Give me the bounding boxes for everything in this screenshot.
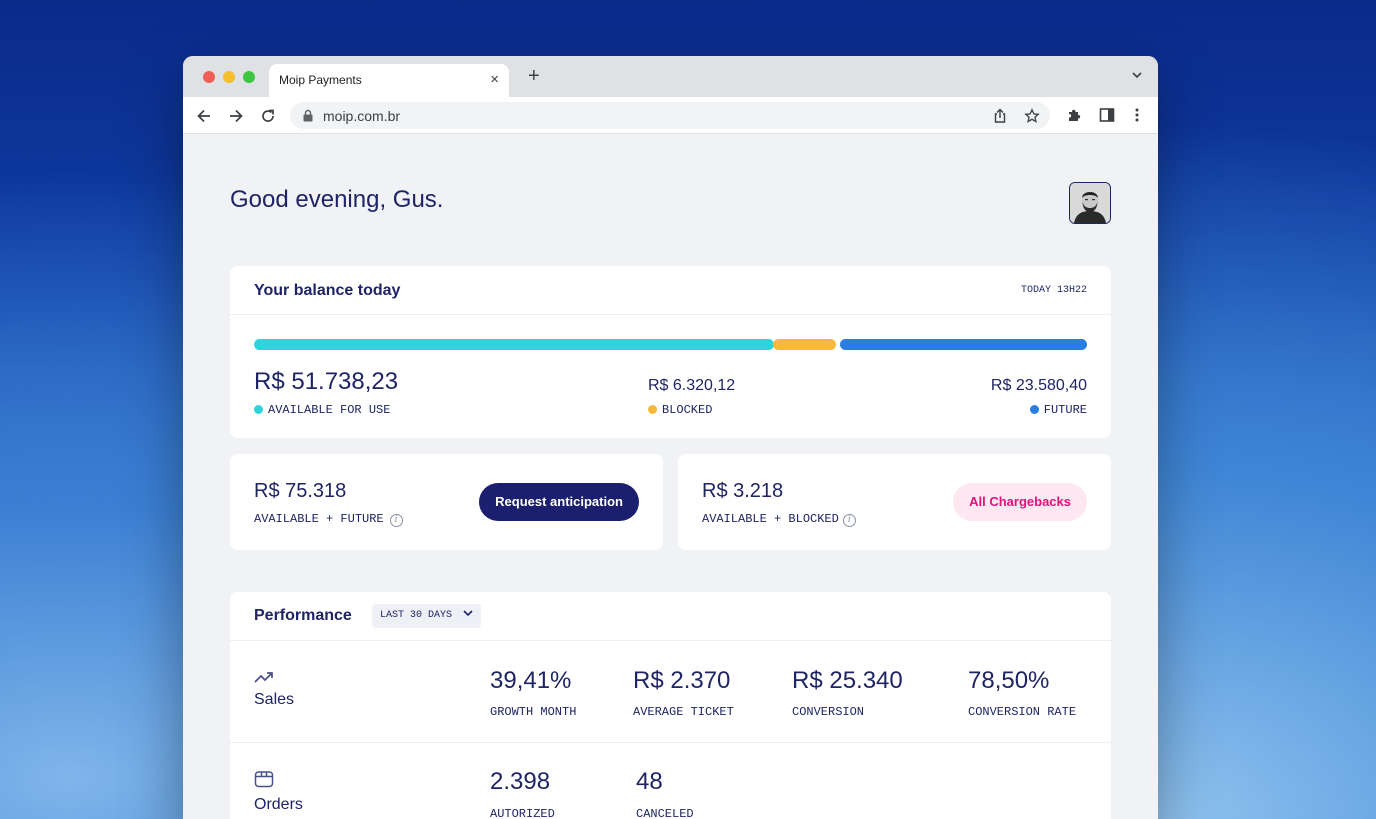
autorized-label: AUTORIZED: [490, 807, 555, 819]
anticipation-label: AVAILABLE + FUTURE: [254, 512, 384, 526]
future-label: FUTURE: [1043, 403, 1087, 417]
tab-title: Moip Payments: [279, 73, 362, 87]
conversion-value: R$ 25.340: [792, 667, 903, 694]
divider: [230, 742, 1111, 743]
more-menu-icon[interactable]: [1129, 107, 1145, 123]
user-avatar[interactable]: [1069, 182, 1111, 224]
info-icon[interactable]: i: [842, 514, 856, 527]
growth-month-value: 39,41%: [490, 667, 572, 694]
maximize-window-button[interactable]: [243, 71, 255, 83]
avatar-photo: [1070, 183, 1110, 223]
canceled-value: 48: [636, 768, 663, 795]
growth-month-label: GROWTH MONTH: [490, 705, 577, 719]
extensions-puzzle-icon[interactable]: [1067, 107, 1083, 123]
anticipation-label-row: AVAILABLE + FUTURE i: [254, 512, 403, 527]
performance-title: Performance: [254, 607, 352, 624]
tab-close-icon[interactable]: ×: [490, 71, 499, 88]
future-dot-icon: [1029, 405, 1039, 414]
forward-arrow-icon[interactable]: [227, 107, 245, 125]
chargebacks-label-row: AVAILABLE + BLOCKED i: [702, 512, 856, 527]
period-dropdown[interactable]: LAST 30 DAYS: [372, 604, 482, 628]
orders-label: Orders: [254, 796, 303, 813]
lock-icon: [303, 109, 313, 122]
blocked-amount: R$ 6.320,12: [648, 377, 736, 394]
page-content: Good evening, Gus. Your balance today TO…: [183, 134, 1158, 819]
future-amount: R$ 23.580,40: [990, 377, 1087, 394]
browser-toolbar: moip.com.br: [183, 97, 1158, 134]
back-arrow-icon[interactable]: [195, 107, 213, 125]
greeting-heading: Good evening, Gus.: [230, 186, 444, 213]
available-legend: AVAILABLE FOR USE: [254, 403, 390, 417]
url-text: moip.com.br: [323, 108, 401, 124]
conversion-rate-label: CONVERSION RATE: [968, 705, 1077, 719]
blocked-legend: BLOCKED: [648, 403, 712, 417]
side-panel-icon[interactable]: [1099, 107, 1115, 123]
new-tab-button[interactable]: +: [528, 65, 540, 87]
chargebacks-amount: R$ 3.218: [702, 480, 784, 502]
conversion-rate-value: 78,50%: [968, 667, 1050, 694]
all-chargebacks-button[interactable]: All Chargebacks: [953, 483, 1087, 521]
close-window-button[interactable]: [203, 71, 215, 83]
share-icon[interactable]: [992, 108, 1008, 124]
performance-card: Performance LAST 30 DAYS Sales 39,41% GR…: [230, 592, 1111, 819]
balance-card: Your balance today TODAY 13H22 R$ 51.738…: [230, 266, 1111, 438]
chevron-down-icon: [463, 610, 473, 617]
autorized-value: 2.398: [490, 768, 551, 795]
available-label: AVAILABLE FOR USE: [268, 403, 391, 417]
balance-timestamp: TODAY 13H22: [1020, 285, 1087, 296]
box-icon: [254, 771, 274, 788]
anticipation-card: R$ 75.318 AVAILABLE + FUTURE i Request an…: [230, 454, 663, 550]
average-ticket-label: AVERAGE TICKET: [633, 705, 734, 719]
balance-bar-blocked: [773, 339, 836, 350]
tab-strip: Moip Payments × +: [183, 56, 1158, 97]
blocked-label: BLOCKED: [662, 403, 713, 417]
average-ticket-value: R$ 2.370: [633, 667, 731, 694]
reload-icon[interactable]: [259, 107, 277, 125]
balance-title: Your balance today: [254, 282, 401, 299]
divider: [230, 314, 1111, 315]
minimize-window-button[interactable]: [223, 71, 235, 83]
tab-search-chevron-icon[interactable]: [1130, 68, 1144, 82]
sales-label: Sales: [254, 691, 295, 708]
bookmark-star-icon[interactable]: [1024, 108, 1040, 124]
period-value: LAST 30 DAYS: [380, 610, 453, 621]
chargebacks-label: AVAILABLE + BLOCKED: [702, 512, 839, 526]
conversion-label: CONVERSION: [792, 705, 865, 719]
available-amount: R$ 51.738,23: [254, 368, 399, 395]
blocked-dot-icon: [648, 405, 657, 414]
anticipation-amount: R$ 75.318: [254, 480, 347, 502]
available-dot-icon: [254, 405, 263, 414]
browser-window: Moip Payments × + moip.com.br Good eveni…: [183, 56, 1158, 819]
future-legend: FUTURE: [1029, 403, 1087, 417]
request-anticipation-button[interactable]: Request anticipation: [479, 483, 639, 521]
browser-tab[interactable]: Moip Payments ×: [269, 64, 509, 97]
address-bar[interactable]: moip.com.br: [290, 102, 1050, 129]
trending-up-icon: [254, 672, 273, 683]
canceled-label: CANCELED: [636, 807, 694, 819]
info-icon[interactable]: i: [389, 514, 403, 527]
balance-bar-available: [254, 339, 774, 350]
chargebacks-card: R$ 3.218 AVAILABLE + BLOCKED i All Charge…: [678, 454, 1111, 550]
divider: [230, 640, 1111, 641]
balance-bar-future: [840, 339, 1087, 350]
